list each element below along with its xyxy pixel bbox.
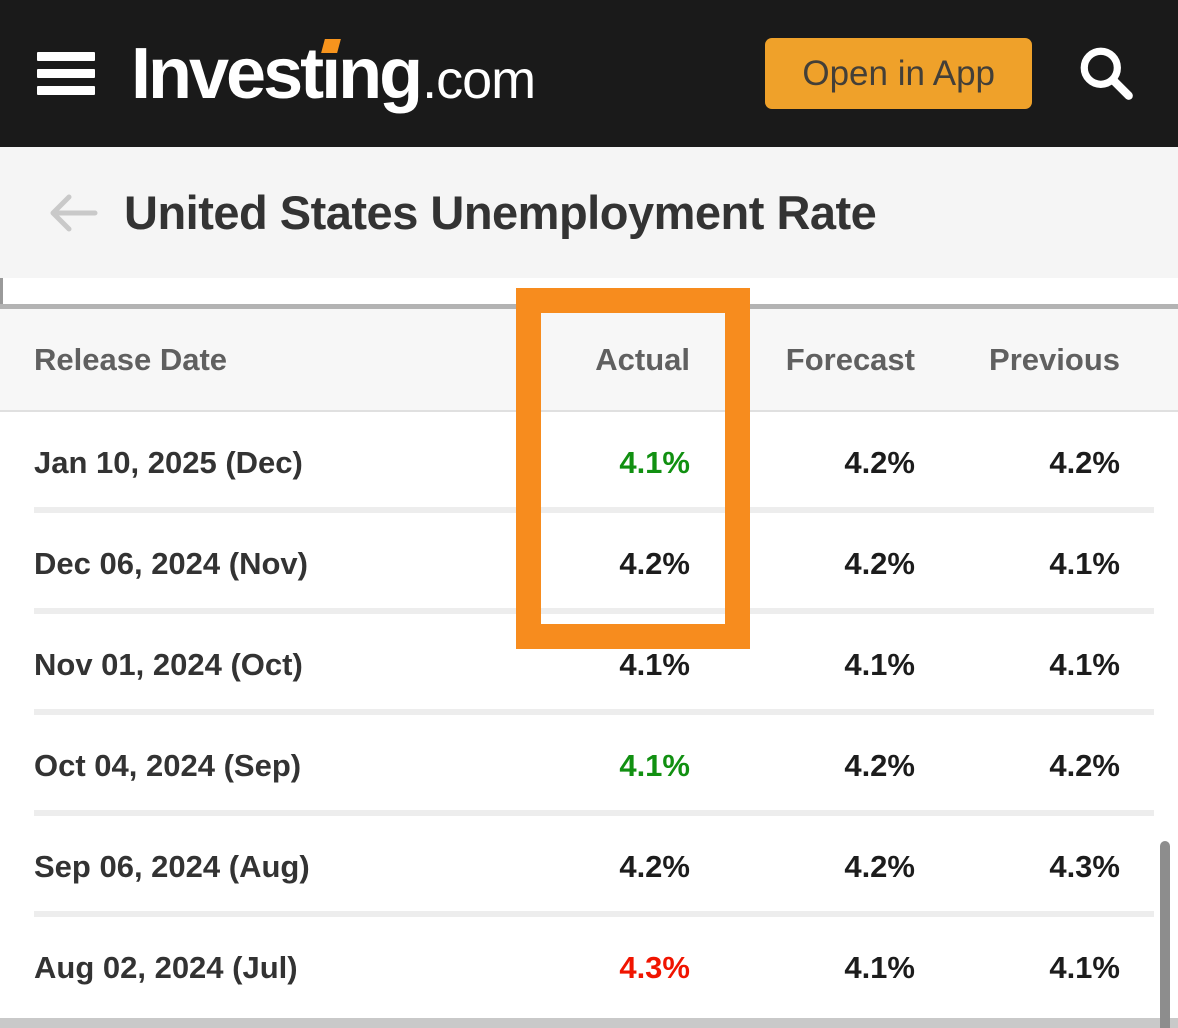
actual-cell: 4.2%: [619, 545, 690, 581]
back-button[interactable]: [46, 191, 98, 235]
table-top-strip: [0, 278, 1178, 304]
column-header-forecast: Forecast: [785, 341, 915, 377]
investing-logo[interactable]: Investı ng .com: [131, 38, 536, 110]
column-header-previous: Previous: [989, 341, 1120, 377]
table-row: Dec 06, 2024 (Nov) 4.2% 4.2% 4.1%: [0, 513, 1178, 614]
back-arrow-icon: [50, 194, 98, 231]
previous-cell: 4.2%: [1049, 444, 1120, 480]
logo-dotless-i: ı: [321, 33, 341, 114]
column-header-release-date: Release Date: [34, 341, 228, 377]
table-row: Jan 10, 2025 (Dec) 4.1% 4.2% 4.2%: [0, 412, 1178, 513]
open-in-app-button[interactable]: Open in App: [765, 38, 1032, 109]
actual-cell: 4.3%: [619, 949, 690, 985]
previous-cell: 4.1%: [1049, 545, 1120, 581]
actual-cell: 4.1%: [619, 444, 690, 480]
table-body: Jan 10, 2025 (Dec) 4.1% 4.2% 4.2% Dec 06…: [0, 412, 1178, 1018]
table-row: Aug 02, 2024 (Jul) 4.3% 4.1% 4.1%: [0, 917, 1178, 1018]
column-header-actual: Actual: [595, 341, 690, 377]
release-date-cell: Dec 06, 2024 (Nov): [34, 545, 308, 581]
actual-cell: 4.2%: [619, 848, 690, 884]
search-icon: [1080, 47, 1133, 100]
release-date-cell: Aug 02, 2024 (Jul): [34, 949, 298, 985]
release-date-cell: Oct 04, 2024 (Sep): [34, 747, 302, 783]
horizontal-scrollbar[interactable]: [0, 1018, 1178, 1028]
page-title: United States Unemployment Rate: [124, 186, 877, 239]
release-date-cell: Nov 01, 2024 (Oct): [34, 646, 303, 682]
actual-cell: 4.1%: [619, 747, 690, 783]
forecast-cell: 4.2%: [844, 848, 915, 884]
top-navigation-bar: Investı ng .com Open in App: [0, 0, 1178, 147]
table-row: Nov 01, 2024 (Oct) 4.1% 4.1% 4.1%: [0, 614, 1178, 715]
previous-cell: 4.2%: [1049, 747, 1120, 783]
forecast-cell: 4.1%: [844, 949, 915, 985]
search-button[interactable]: [1076, 43, 1138, 105]
page-title-bar: United States Unemployment Rate: [0, 147, 1178, 278]
menu-icon[interactable]: [37, 52, 95, 95]
previous-cell: 4.1%: [1049, 646, 1120, 682]
table-row: Sep 06, 2024 (Aug) 4.2% 4.2% 4.3%: [0, 816, 1178, 917]
actual-cell: 4.1%: [619, 646, 690, 682]
vertical-scrollbar-thumb[interactable]: [1160, 841, 1170, 1028]
release-date-cell: Jan 10, 2025 (Dec): [34, 444, 303, 480]
table-row: Oct 04, 2024 (Sep) 4.1% 4.2% 4.2%: [0, 715, 1178, 816]
logo-text-suffix: ng: [338, 33, 423, 114]
logo-text-prefix: Invest: [131, 33, 324, 114]
forecast-cell: 4.1%: [844, 646, 915, 682]
forecast-cell: 4.2%: [844, 545, 915, 581]
forecast-cell: 4.2%: [844, 747, 915, 783]
forecast-cell: 4.2%: [844, 444, 915, 480]
release-date-cell: Sep 06, 2024 (Aug): [34, 848, 310, 884]
previous-cell: 4.3%: [1049, 848, 1120, 884]
previous-cell: 4.1%: [1049, 949, 1120, 985]
logo-tld: .com: [422, 49, 536, 110]
table-header-row: Release Date Actual Forecast Previous: [0, 309, 1178, 412]
